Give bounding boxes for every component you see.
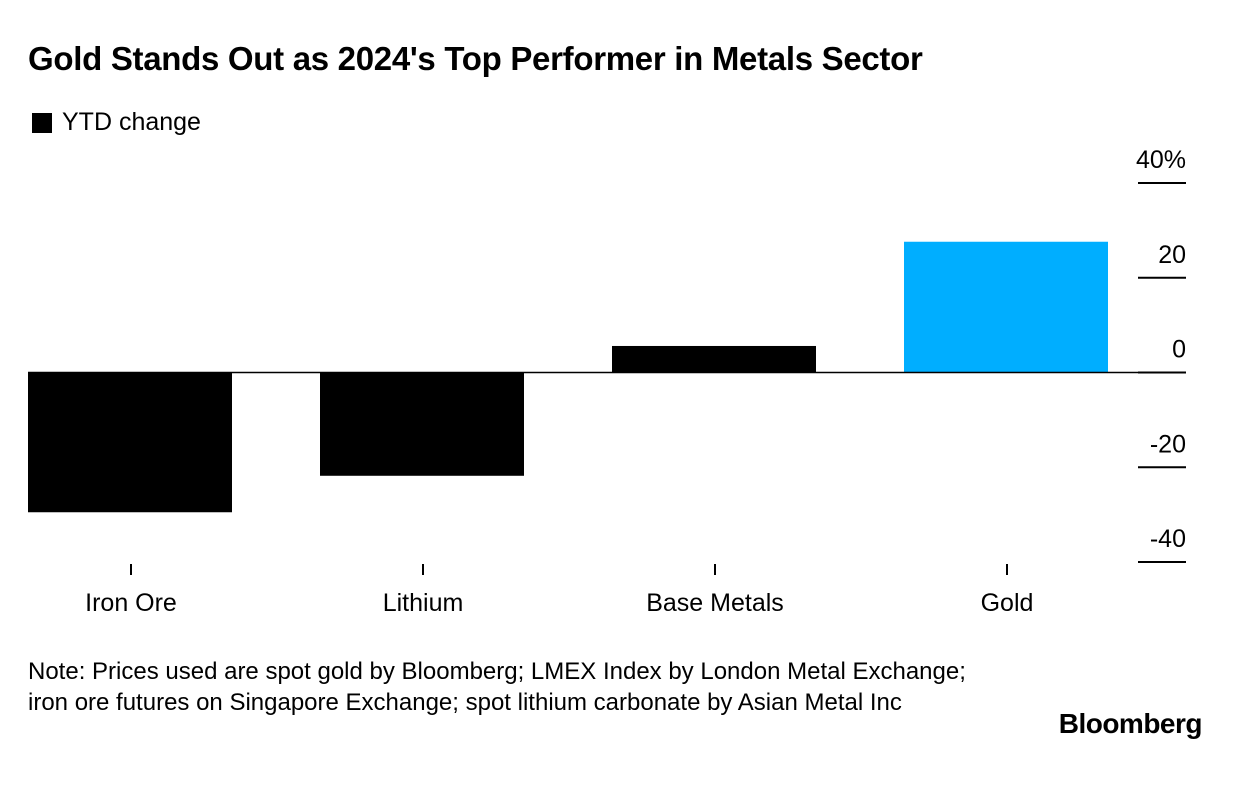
y-tick-label: 20 [1158,241,1186,269]
bar-lithium [320,372,524,476]
bar-chart: 40% 20 0 -20 -40 Iron Ore Lithium Base Metals Go… [28,146,1186,617]
legend-label: YTD change [62,108,201,136]
x-tick-label: Base Metals [646,589,784,617]
y-tick-label: 0 [1172,336,1186,364]
x-tick-label: Gold [981,589,1034,617]
y-tick-label: 40% [1136,146,1186,174]
legend: YTD change [32,108,201,137]
x-tick-label: Lithium [383,589,464,617]
source-note: Note: Prices used are spot gold by Bloom… [28,658,966,716]
legend-swatch [32,112,52,133]
chart-title: Gold Stands Out as 2024's Top Performer … [28,40,923,77]
bar-base-metals [612,345,816,373]
bloomberg-logo: Bloomberg [1058,708,1203,739]
bar-iron-ore [28,372,232,513]
y-tick-label: -40 [1150,525,1186,553]
bar-gold [904,241,1108,373]
y-tick-label: -20 [1150,430,1186,458]
x-tick-label: Iron Ore [85,589,177,617]
